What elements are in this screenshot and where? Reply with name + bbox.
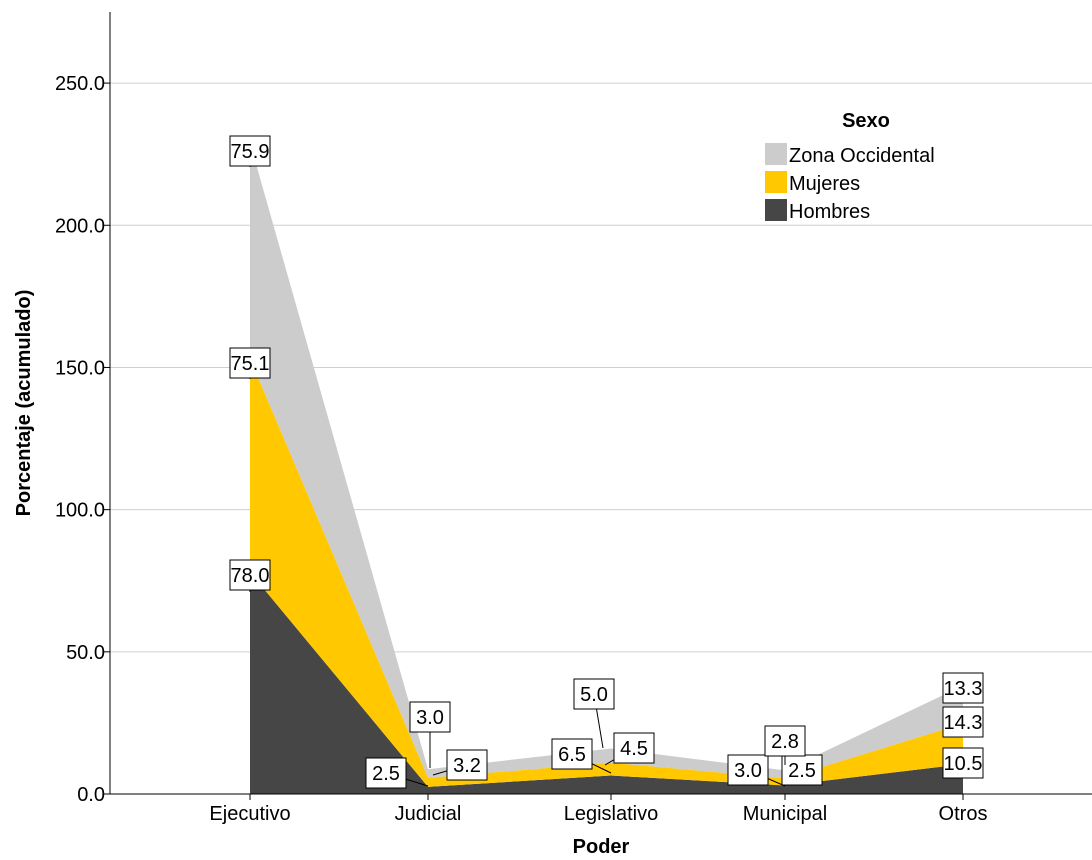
data-label: 13.3 [944, 678, 983, 700]
data-labels: 78.0 2.5 6.5 3.0 10.5 75.1 3.2 4.5 2.5 14.3 75.9 3.… [229, 135, 984, 789]
legend-label: Mujeres [789, 173, 860, 195]
y-tick-label: 0.0 [77, 784, 105, 806]
y-tick-label: 50.0 [66, 642, 105, 664]
x-tick-label: Ejecutivo [209, 803, 290, 825]
data-label: 14.3 [944, 712, 983, 734]
data-label: 4.5 [620, 738, 648, 760]
y-tick-label: 250.0 [55, 73, 105, 95]
y-tick-label: 200.0 [55, 215, 105, 237]
x-tick-labels: Ejecutivo Judicial Legislativo Municipal Otr… [209, 794, 987, 825]
data-label-box [365, 757, 407, 789]
x-tick-label: Judicial [395, 803, 462, 825]
data-label: 6.5 [558, 744, 586, 766]
axes [109, 12, 1092, 795]
data-label: 2.5 [372, 763, 400, 785]
data-label-box [942, 706, 984, 738]
data-label-box [409, 701, 451, 733]
legend-swatch [765, 143, 787, 165]
data-label: 3.0 [416, 707, 444, 729]
data-label: 5.0 [580, 684, 608, 706]
data-label: 75.9 [231, 141, 270, 163]
legend-label: Zona Occidental [789, 145, 935, 167]
data-label-box [229, 347, 271, 379]
data-label: 10.5 [944, 753, 983, 775]
legend-title: Sexo [842, 110, 890, 132]
y-tick-label: 100.0 [55, 500, 105, 522]
area-series [250, 142, 963, 794]
y-axis-title: Porcentaje (acumulado) [13, 290, 35, 517]
data-label-box [551, 738, 593, 770]
x-axis-title: Poder [573, 836, 630, 858]
y-tick-label: 150.0 [55, 357, 105, 379]
x-tick-label: Municipal [743, 803, 827, 825]
data-label-box [229, 135, 271, 167]
data-label-box [781, 754, 823, 786]
legend-swatch [765, 199, 787, 221]
data-label-box [942, 672, 984, 704]
data-label-box [727, 754, 769, 786]
data-label: 3.0 [734, 760, 762, 782]
data-label-box [573, 678, 615, 710]
legend: Sexo Zona Occidental Mujeres Hombres [765, 110, 935, 223]
data-label: 2.5 [788, 760, 816, 782]
area-hombres [250, 572, 963, 794]
data-label-box [229, 559, 271, 591]
data-label-box [942, 747, 984, 779]
legend-label: Hombres [789, 201, 870, 223]
data-label-box [764, 725, 806, 757]
x-tick-label: Otros [939, 803, 988, 825]
data-label-box [446, 749, 488, 781]
data-label-box [613, 732, 655, 764]
y-tick-labels: 0.0 50.0 100.0 150.0 200.0 250.0 [55, 73, 110, 806]
data-label: 75.1 [231, 353, 270, 375]
data-label: 3.2 [453, 755, 481, 777]
data-label: 78.0 [231, 565, 270, 587]
x-tick-label: Legislativo [564, 803, 659, 825]
data-label: 2.8 [771, 731, 799, 753]
legend-swatch [765, 171, 787, 193]
